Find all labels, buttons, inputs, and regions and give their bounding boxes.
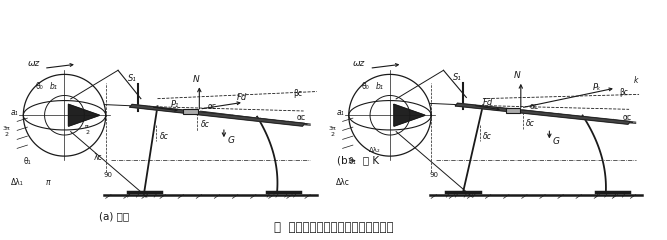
- Text: 3π
2: 3π 2: [3, 126, 11, 137]
- Text: b₁: b₁: [50, 82, 58, 91]
- Text: θ₀: θ₀: [361, 82, 369, 91]
- Text: Δλc: Δλc: [336, 178, 350, 187]
- Text: S₁: S₁: [127, 74, 136, 83]
- Polygon shape: [69, 104, 99, 126]
- Polygon shape: [456, 103, 630, 124]
- Text: 90: 90: [103, 172, 113, 178]
- Text: ωz: ωz: [353, 59, 365, 68]
- Text: Fd: Fd: [237, 93, 247, 102]
- Polygon shape: [130, 104, 305, 126]
- Text: δc: δc: [526, 119, 535, 128]
- Text: b₁: b₁: [376, 82, 384, 91]
- Text: θ₀: θ₀: [35, 82, 43, 91]
- Text: G: G: [553, 137, 560, 146]
- Text: 3π
2: 3π 2: [328, 126, 336, 137]
- Text: βc: βc: [293, 89, 303, 98]
- Text: 图  转化振动装置及物件受力分析简图: 图 转化振动装置及物件受力分析简图: [273, 221, 394, 234]
- Text: π: π: [46, 178, 51, 187]
- Text: a₁: a₁: [11, 108, 19, 117]
- Text: λc: λc: [93, 153, 102, 162]
- Text: αc: αc: [530, 102, 538, 111]
- Text: Δλ₁: Δλ₁: [11, 178, 24, 187]
- Text: P₁: P₁: [171, 100, 179, 109]
- FancyBboxPatch shape: [506, 108, 520, 113]
- Text: N: N: [193, 75, 199, 84]
- Text: δc: δc: [483, 132, 492, 141]
- Text: N: N: [514, 72, 521, 80]
- Text: θ₁: θ₁: [23, 157, 31, 166]
- Text: π
2: π 2: [85, 124, 89, 135]
- Text: δc: δc: [201, 120, 209, 129]
- Text: a₁: a₁: [336, 108, 344, 117]
- Polygon shape: [394, 104, 425, 126]
- Text: (a) 着落: (a) 着落: [99, 212, 129, 222]
- Text: βc: βc: [619, 88, 628, 97]
- FancyBboxPatch shape: [183, 109, 198, 114]
- Text: (b>  起 K: (b> 起 K: [337, 155, 379, 165]
- Text: θ₁: θ₁: [349, 157, 356, 166]
- Text: Pₖ: Pₖ: [592, 83, 601, 92]
- Text: αc: αc: [622, 113, 632, 121]
- Text: 90: 90: [429, 172, 438, 178]
- Text: k: k: [634, 76, 638, 84]
- Text: G: G: [227, 136, 234, 144]
- Text: Δλ₂: Δλ₂: [370, 147, 381, 153]
- Text: ωz: ωz: [27, 59, 39, 68]
- Text: S₁: S₁: [453, 73, 462, 82]
- Text: αc: αc: [297, 113, 306, 122]
- Text: δc: δc: [159, 132, 168, 141]
- Text: Fd: Fd: [483, 98, 493, 107]
- Text: αc: αc: [207, 102, 216, 111]
